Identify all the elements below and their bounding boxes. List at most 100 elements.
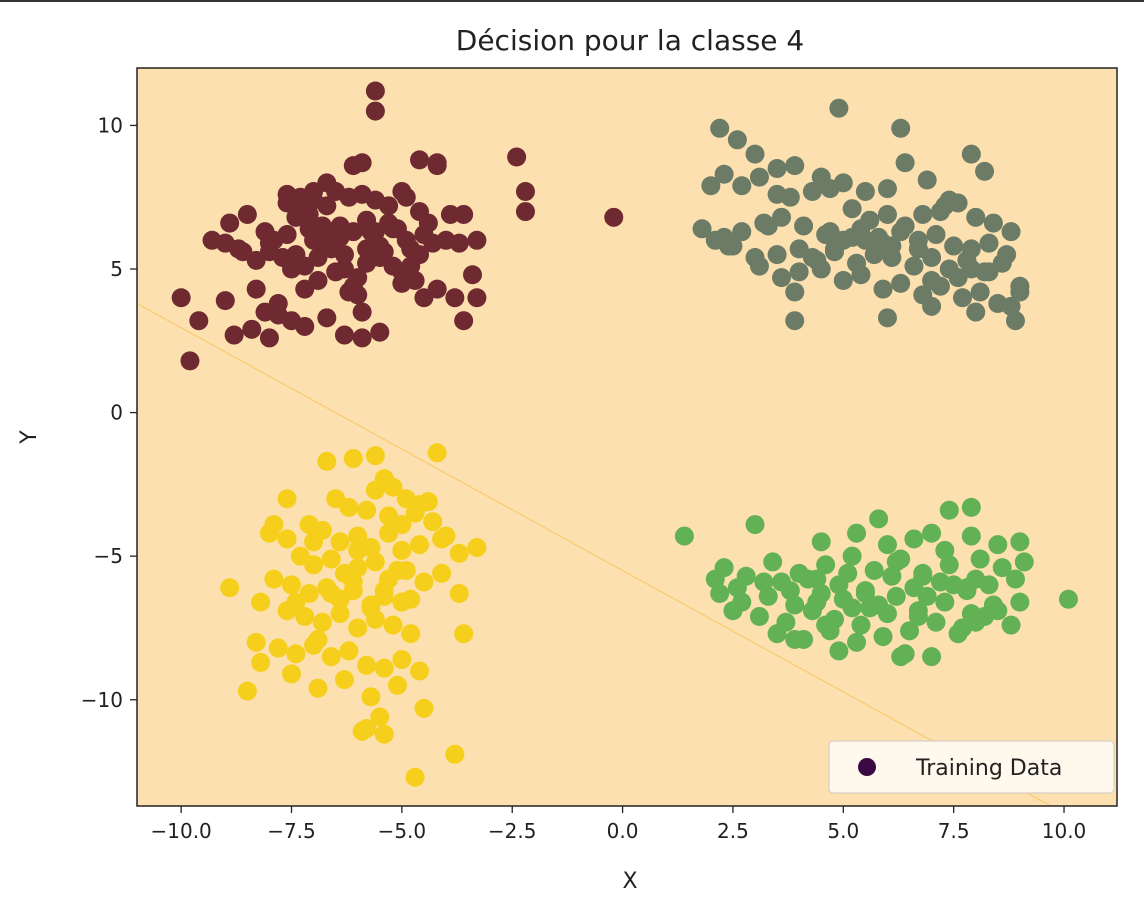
data-point	[432, 563, 452, 583]
data-point	[321, 549, 341, 569]
data-point	[334, 245, 354, 265]
data-point	[732, 176, 752, 196]
data-point	[445, 288, 465, 308]
data-point	[467, 230, 487, 250]
data-point	[348, 540, 368, 560]
data-point	[891, 273, 911, 293]
data-point	[855, 581, 875, 601]
data-point	[348, 558, 368, 578]
x-tick-label: −7.5	[267, 819, 316, 843]
data-point	[295, 606, 315, 626]
legend-box	[828, 740, 1115, 794]
data-point	[763, 552, 783, 572]
data-point	[944, 236, 964, 256]
data-point	[754, 572, 774, 592]
data-point	[414, 288, 434, 308]
data-point	[732, 222, 752, 242]
data-point	[1001, 615, 1021, 635]
data-points-layer	[171, 81, 1078, 787]
data-point	[966, 612, 986, 632]
data-point	[449, 543, 469, 563]
data-point	[259, 328, 279, 348]
data-point	[343, 572, 363, 592]
data-point	[374, 242, 394, 262]
data-point	[705, 569, 725, 589]
data-point	[1005, 311, 1025, 331]
data-point	[877, 308, 897, 328]
data-point	[387, 675, 407, 695]
data-point	[970, 549, 990, 569]
x-axis-label: X	[622, 869, 637, 894]
data-point	[467, 288, 487, 308]
chart-title: Décision pour la classe 4	[456, 24, 804, 57]
data-point	[939, 555, 959, 575]
data-point	[410, 150, 430, 170]
data-point	[242, 319, 262, 339]
data-point	[767, 245, 787, 265]
decision-boundary-line	[137, 302, 1052, 806]
data-point	[749, 606, 769, 626]
data-point	[727, 130, 747, 150]
data-point	[365, 480, 385, 500]
data-point	[714, 164, 734, 184]
data-point	[321, 647, 341, 667]
data-point	[842, 546, 862, 566]
data-point	[383, 615, 403, 635]
data-point	[299, 204, 319, 224]
data-point	[807, 592, 827, 612]
data-point	[189, 311, 209, 331]
data-point	[816, 615, 836, 635]
data-point	[392, 273, 412, 293]
y-axis-label: Y	[17, 430, 42, 445]
data-point	[405, 503, 425, 523]
data-point	[427, 443, 447, 463]
data-point	[282, 664, 302, 684]
data-point	[462, 265, 482, 285]
data-point	[277, 193, 297, 213]
data-point	[365, 81, 385, 101]
data-point	[820, 222, 840, 242]
x-tick-label: −5.0	[378, 819, 427, 843]
data-point	[334, 325, 354, 345]
data-point	[352, 153, 372, 173]
data-point	[979, 233, 999, 253]
data-point	[891, 118, 911, 138]
data-point	[405, 767, 425, 787]
data-point	[882, 566, 902, 586]
data-point	[1005, 569, 1025, 589]
data-point	[749, 256, 769, 276]
data-point	[908, 239, 928, 259]
data-point	[308, 678, 328, 698]
data-point	[352, 328, 372, 348]
data-point	[334, 670, 354, 690]
data-point	[410, 661, 430, 681]
data-point	[308, 629, 328, 649]
data-point	[811, 532, 831, 552]
data-point	[758, 586, 778, 606]
data-point	[992, 558, 1012, 578]
data-point	[842, 199, 862, 219]
data-point	[891, 647, 911, 667]
data-point	[365, 446, 385, 466]
data-point	[710, 584, 730, 604]
data-point	[365, 101, 385, 121]
data-point	[445, 744, 465, 764]
data-point	[348, 285, 368, 305]
data-point	[829, 98, 849, 118]
data-point	[268, 638, 288, 658]
data-point	[387, 219, 407, 239]
data-point	[869, 509, 889, 529]
data-point	[440, 204, 460, 224]
data-point	[423, 512, 443, 532]
data-point	[851, 615, 871, 635]
y-tick-label: −10	[81, 688, 123, 712]
data-point	[410, 535, 430, 555]
data-point	[842, 598, 862, 618]
data-point	[414, 698, 434, 718]
data-point	[357, 655, 377, 675]
data-point	[383, 477, 403, 497]
data-point	[321, 584, 341, 604]
data-point	[922, 296, 942, 316]
data-point	[877, 179, 897, 199]
data-point	[374, 581, 394, 601]
